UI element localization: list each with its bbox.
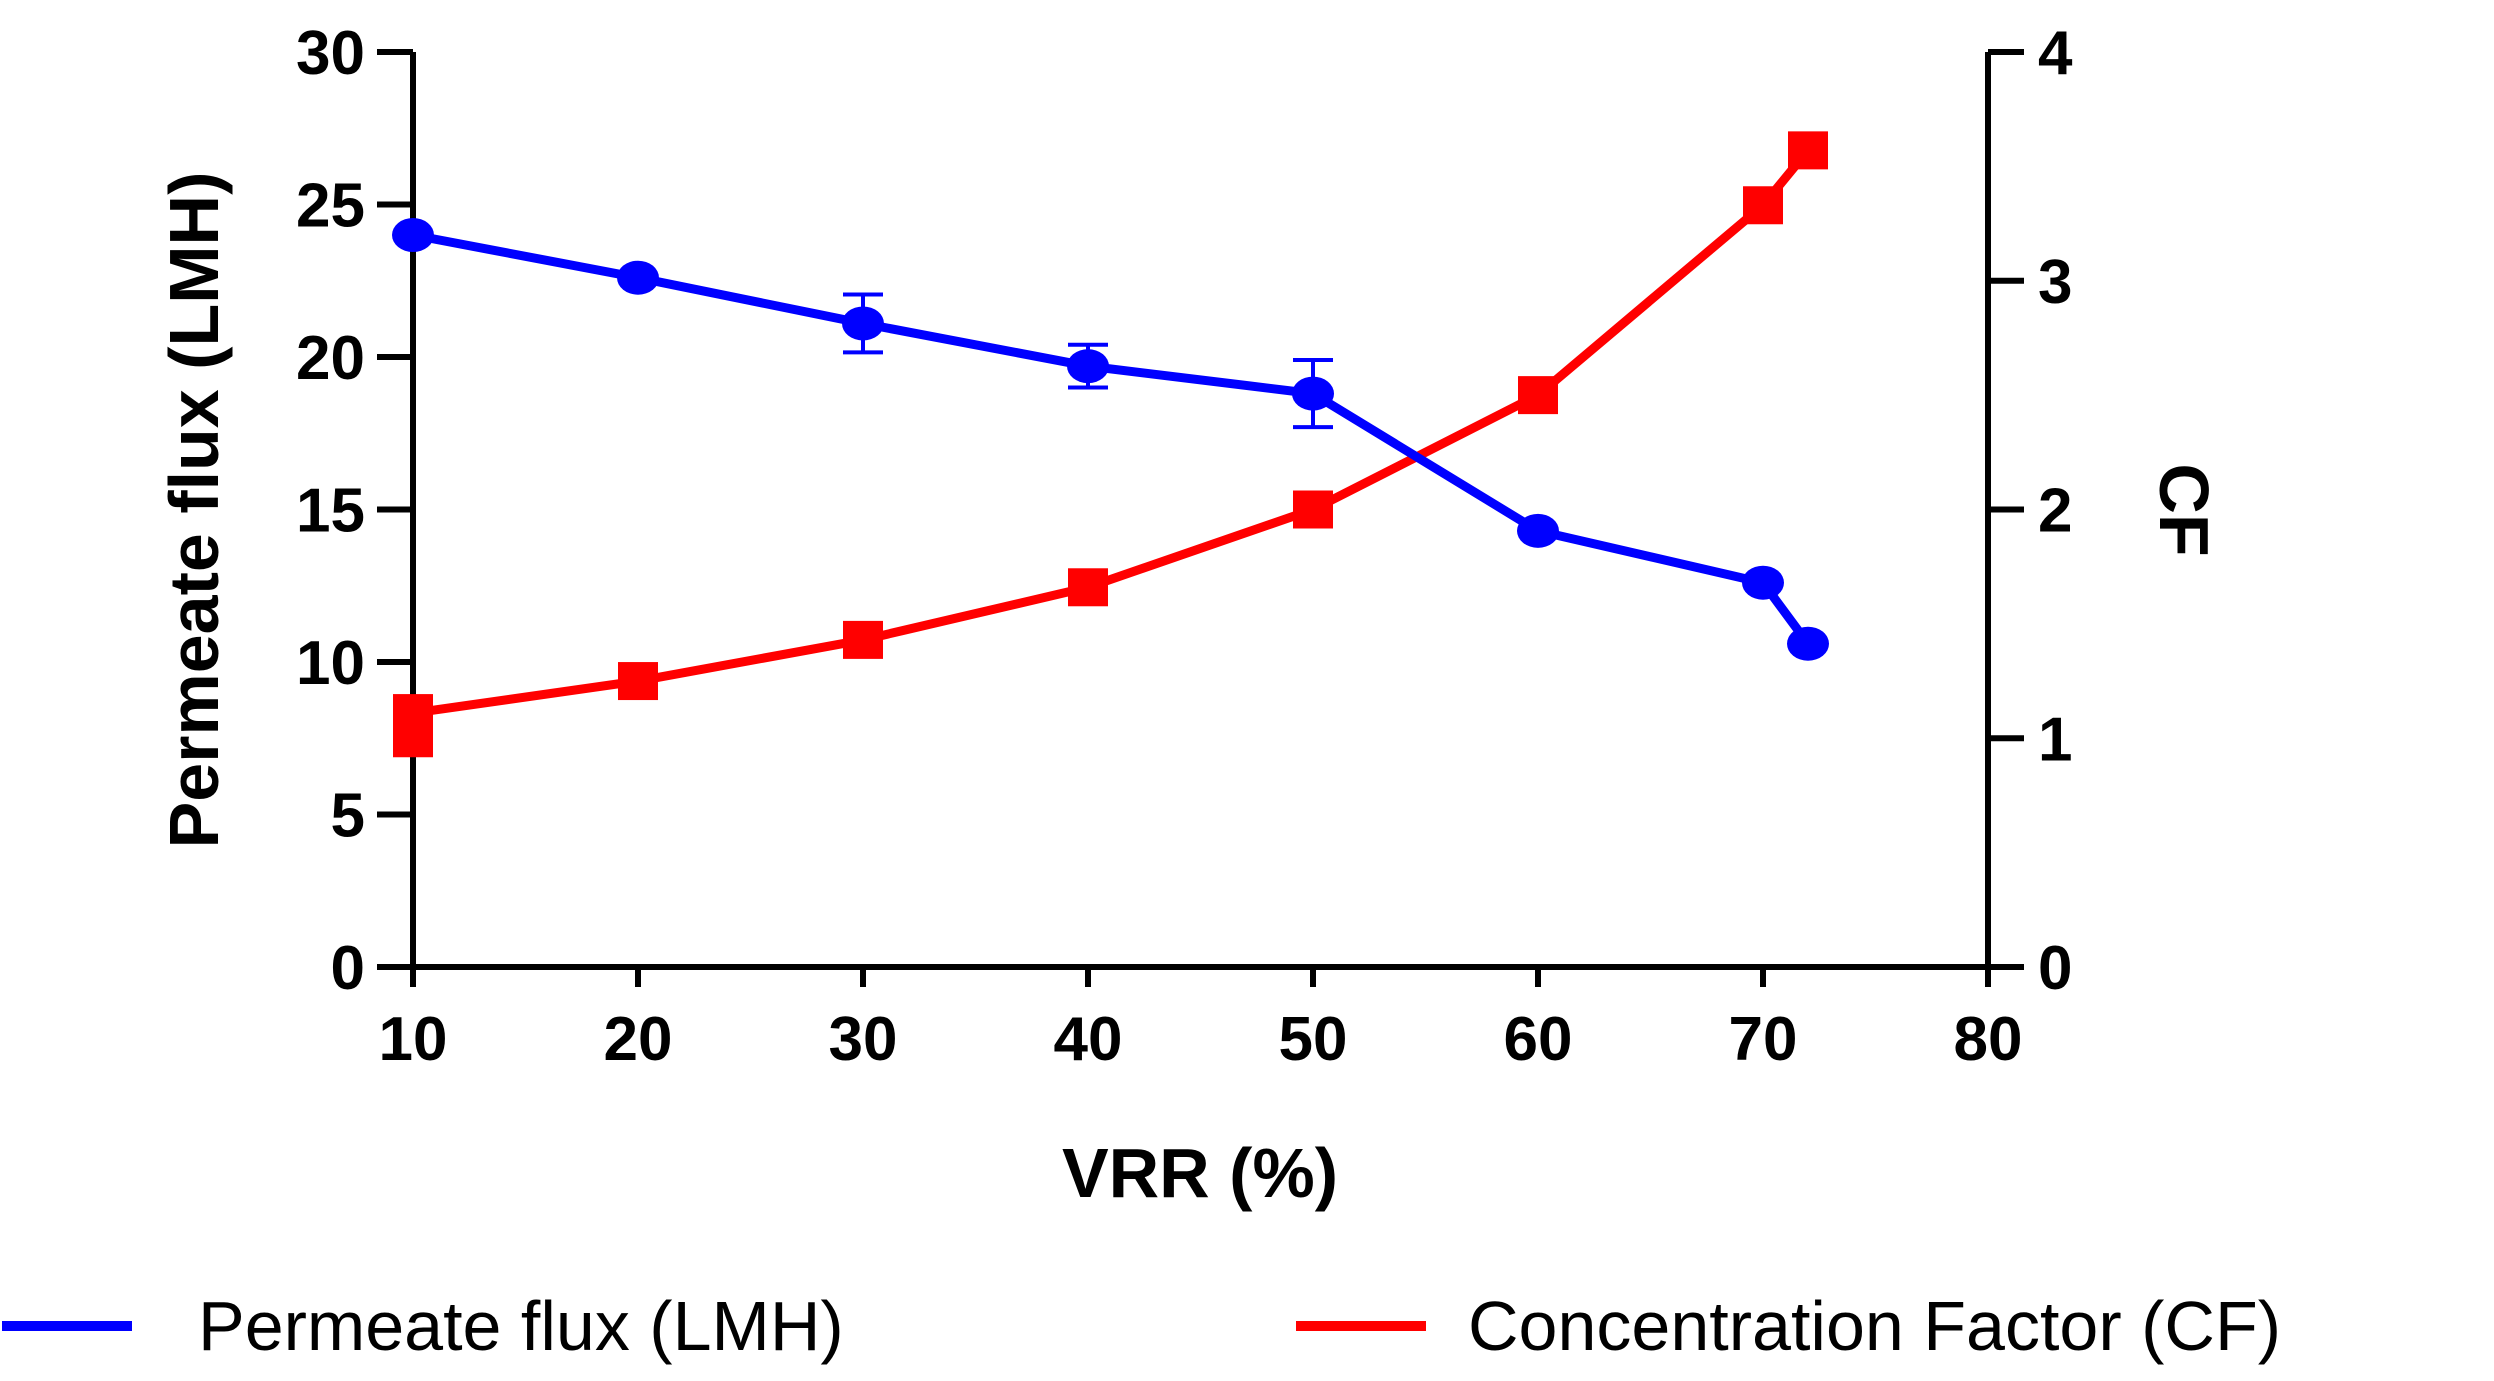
data-point-flux <box>617 260 659 295</box>
series-line-cf <box>408 147 1812 739</box>
y-axis-title: Permeate flux (LMH) <box>155 172 233 849</box>
y-tick-label: 5 <box>331 782 365 851</box>
y2-tick-label: 4 <box>2038 19 2073 88</box>
data-point-flux <box>1787 626 1829 661</box>
y2-tick-label: 0 <box>2038 934 2072 1003</box>
y-tick-label: 20 <box>296 324 365 393</box>
y2-tick-label: 3 <box>2038 248 2072 317</box>
data-point-cf <box>618 662 658 701</box>
x-tick-label: 70 <box>1729 1005 1798 1074</box>
data-point-cf <box>1518 376 1558 415</box>
x-axis-title: VRR (%) <box>1062 1134 1338 1212</box>
data-point-cf <box>393 694 433 733</box>
legend-label-flux: Permeate flux (LMH) <box>198 1287 844 1365</box>
data-point-cf <box>843 620 883 659</box>
data-point-cf <box>1743 186 1783 225</box>
legend-label-cf: Concentration Factor (CF) <box>1468 1287 2281 1365</box>
data-point-flux <box>1517 513 1559 548</box>
series-line-flux <box>412 230 1812 647</box>
y-tick-label: 10 <box>296 629 365 698</box>
y2-tick-label: 2 <box>2038 477 2072 546</box>
x-tick-label: 80 <box>1954 1005 2023 1074</box>
data-point-flux <box>842 306 884 341</box>
x-tick-label: 20 <box>604 1005 673 1074</box>
x-tick-label: 60 <box>1504 1005 1573 1074</box>
data-point-cf <box>1068 568 1108 607</box>
x-tick-label: 50 <box>1279 1005 1348 1074</box>
y2-axis-title: CF <box>2145 463 2223 556</box>
x-tick-label: 40 <box>1054 1005 1123 1074</box>
data-point-flux <box>1292 376 1334 411</box>
y-tick-label: 0 <box>331 934 365 1003</box>
x-tick-label: 10 <box>379 1005 448 1074</box>
data-point-flux <box>392 218 434 252</box>
y2-tick-label: 1 <box>2038 705 2072 774</box>
data-point-cf <box>1788 131 1828 170</box>
y-tick-label: 15 <box>296 477 365 546</box>
x-tick-label: 30 <box>829 1005 898 1074</box>
data-point-cf <box>1293 490 1333 529</box>
series-layer <box>392 131 1829 758</box>
y-tick-label: 25 <box>296 172 365 241</box>
legend: Permeate flux (LMH) Concentration Factor… <box>2 1287 2281 1365</box>
y-tick-label: 30 <box>296 19 365 88</box>
data-point-flux <box>1067 349 1109 384</box>
data-point-flux <box>1742 565 1784 600</box>
